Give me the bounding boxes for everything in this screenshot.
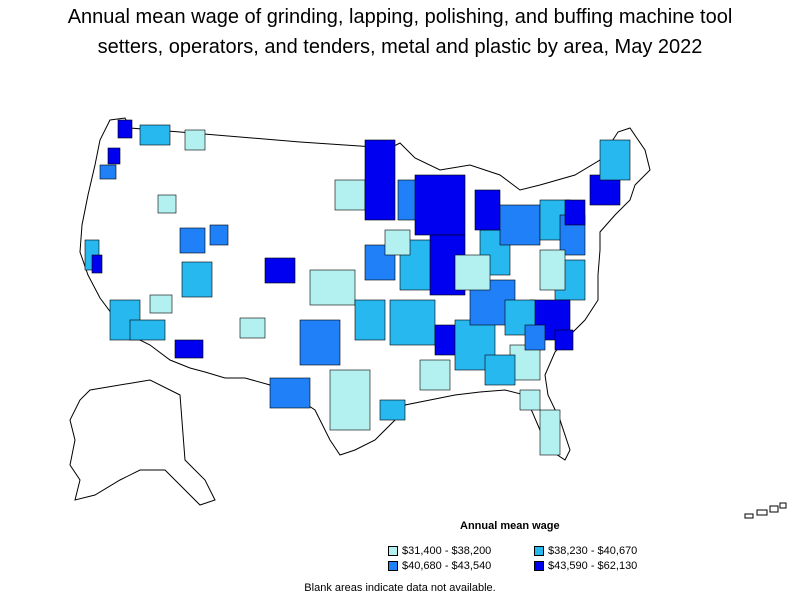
- wage-area-33: [474, 189, 501, 231]
- wage-area-47: [379, 399, 406, 421]
- legend-title: Annual mean wage: [460, 520, 560, 532]
- wage-area-4: [139, 124, 171, 146]
- wage-area-16: [299, 319, 341, 366]
- wage-area-6: [157, 194, 177, 214]
- wage-area-24: [414, 174, 466, 236]
- map-title-line-2: setters, operators, and tenders, metal a…: [97, 36, 703, 58]
- legend-item-2: $38,230 - $40,670: [534, 545, 637, 557]
- legend-swatch-4: [534, 561, 544, 571]
- wage-area-15: [264, 257, 296, 284]
- legend-label-3: $40,680 - $43,540: [402, 560, 492, 572]
- wage-area-17: [269, 377, 311, 409]
- wage-area-53: [209, 224, 229, 246]
- wage-area-34: [499, 204, 541, 246]
- wage-area-50: [419, 359, 451, 391]
- wage-area-21: [334, 179, 366, 211]
- wage-area-2: [107, 147, 121, 165]
- wage-area-10: [181, 261, 213, 298]
- wage-area-8: [91, 254, 103, 274]
- wage-area-3: [99, 164, 117, 180]
- wage-area-19: [329, 369, 371, 431]
- legend-swatch-2: [534, 546, 544, 556]
- legend-swatch-3: [388, 561, 398, 571]
- wage-area-38: [564, 199, 586, 226]
- alaska-outline: [69, 379, 216, 506]
- legend-item-4: $43,590 - $62,130: [534, 560, 637, 572]
- wage-area-9: [179, 227, 206, 254]
- wage-area-52: [384, 229, 411, 256]
- legend-item-3: $40,680 - $43,540: [388, 560, 491, 572]
- map-title: Annual mean wage of grinding, lapping, p…: [0, 2, 800, 62]
- map-title-line-1: Annual mean wage of grinding, lapping, p…: [67, 6, 733, 28]
- blank-areas-note: Blank areas indicate data not available.: [304, 582, 496, 594]
- wage-area-1: [117, 119, 133, 139]
- wage-area-22: [364, 139, 396, 221]
- wage-area-45: [539, 409, 561, 456]
- wage-area-5: [184, 129, 206, 151]
- wage-area-49: [539, 249, 566, 291]
- legend-label-2: $38,230 - $40,670: [548, 545, 638, 557]
- wage-area-11: [149, 294, 173, 314]
- hawaii-islands: [744, 502, 787, 519]
- wage-area-40: [599, 139, 631, 181]
- legend-item-1: $31,400 - $38,200: [388, 545, 491, 557]
- legend-label-4: $43,590 - $62,130: [548, 560, 638, 572]
- wage-area-44: [484, 354, 516, 386]
- wage-area-46: [519, 389, 541, 411]
- wage-area-51: [239, 317, 266, 339]
- wage-area-18: [309, 269, 356, 306]
- wage-area-28: [389, 299, 436, 346]
- legend-swatch-1: [388, 546, 398, 556]
- wage-area-20: [354, 299, 386, 341]
- wage-area-13: [129, 319, 166, 341]
- legend-label-1: $31,400 - $38,200: [402, 545, 492, 557]
- wage-regions: [84, 119, 631, 456]
- wage-area-54: [554, 329, 574, 351]
- wage-area-48: [454, 254, 491, 291]
- wage-area-14: [174, 339, 204, 359]
- wage-area-55: [524, 324, 546, 351]
